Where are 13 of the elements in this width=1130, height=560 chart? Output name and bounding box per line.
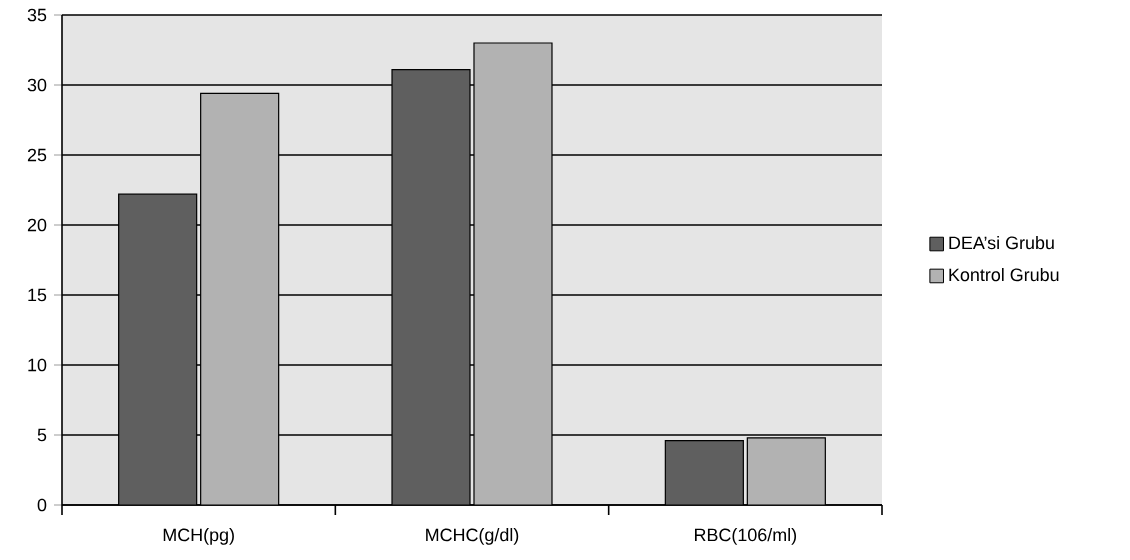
legend-label: DEA’si Grubu xyxy=(949,236,1054,250)
legend-label: Kontrol Grubu xyxy=(949,267,1059,282)
y-tick-label: 25 xyxy=(27,148,47,162)
x-tick-label: MCH(pg) xyxy=(163,528,234,545)
y-tick-label: 30 xyxy=(27,78,47,92)
y-tick-label: 15 xyxy=(28,288,47,302)
x-tick-label: RBC(106/ml) xyxy=(694,528,797,545)
y-tick-label: 5 xyxy=(37,428,47,442)
y-tick-label: 10 xyxy=(28,358,47,372)
x-tick-label: MCHC(g/dl) xyxy=(426,528,519,545)
y-tick-label: 35 xyxy=(27,8,47,22)
y-tick-label: 20 xyxy=(27,218,47,232)
y-tick-label: 0 xyxy=(37,498,47,512)
